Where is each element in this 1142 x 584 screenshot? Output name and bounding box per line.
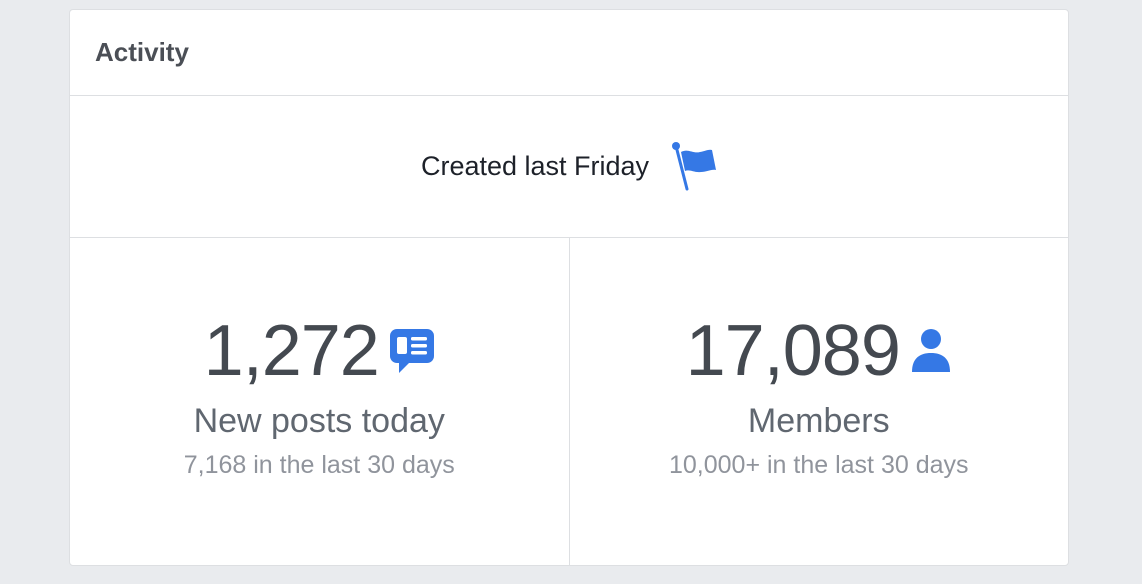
created-row: Created last Friday <box>70 96 1068 238</box>
members-stat: 17,089 Members 10,000+ in the last 30 da… <box>568 238 1069 565</box>
stat-label: Members <box>747 402 890 440</box>
stat-number-row: 17,089 <box>686 311 952 391</box>
stat-number: 17,089 <box>685 311 901 391</box>
posts-stat: 1,272 New posts today 7,168 in the last … <box>70 238 569 565</box>
stats: 1,272 New posts today 7,168 in the last … <box>70 238 1068 565</box>
activity-card: Activity Created last Friday 1,272 N <box>69 9 1069 566</box>
stat-number-row: 1,272 <box>204 311 435 391</box>
members-icon <box>911 329 950 372</box>
flag-icon <box>672 141 717 190</box>
card-title: Activity <box>95 37 189 67</box>
stat-sub: 10,000+ in the last 30 days <box>668 451 969 479</box>
stat-label: New posts today <box>193 402 445 440</box>
stat-number: 1,272 <box>203 311 380 391</box>
posts-icon <box>389 329 434 373</box>
created-text: Created last Friday <box>420 151 650 181</box>
stat-sub: 7,168 in the last 30 days <box>183 451 455 479</box>
card-header: Activity <box>70 10 1068 96</box>
